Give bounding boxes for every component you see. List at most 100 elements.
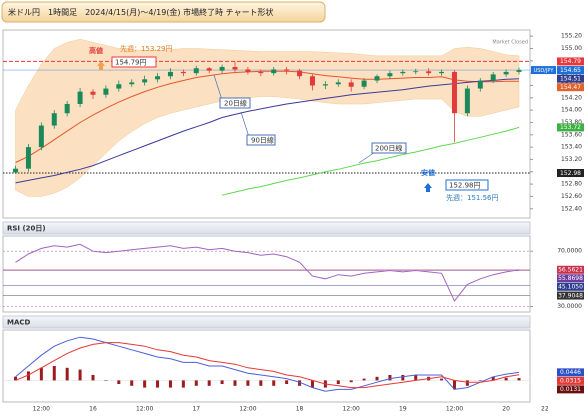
candle-body — [387, 73, 393, 77]
value-tag — [557, 123, 584, 132]
value-tag-label: 152.98 — [560, 170, 581, 177]
histogram-bar — [39, 367, 43, 381]
candle-body — [193, 68, 199, 74]
value-tag-label: 56.5621 — [558, 267, 583, 274]
value-tag-label: 154.79 — [560, 58, 581, 65]
up-arrow — [97, 61, 105, 70]
histogram-bar — [349, 380, 353, 383]
histogram-bar — [362, 378, 366, 381]
candle-body — [51, 113, 57, 126]
symbol-label: USD/JPY — [534, 68, 555, 74]
value-tag — [557, 282, 584, 291]
value-tag — [557, 83, 584, 92]
title-box — [1, 1, 326, 23]
candle-body — [90, 91, 96, 95]
candle-body — [439, 71, 445, 74]
histogram-bar — [14, 376, 18, 381]
y-tick-label: 153.40 — [561, 144, 582, 151]
high-value: 154.79円 — [115, 59, 147, 67]
histogram-bar — [91, 375, 95, 381]
value-tag — [557, 66, 584, 75]
candle-body — [426, 71, 432, 74]
histogram-bar — [504, 377, 508, 381]
ma200-label: 200日線 — [375, 144, 402, 153]
x-tick-label: 12:00 — [343, 406, 360, 413]
candle-body — [180, 71, 186, 74]
candle-body — [490, 74, 496, 81]
candle-body — [64, 103, 70, 114]
candle-body — [25, 147, 31, 169]
series-line — [15, 70, 519, 163]
candle-body — [400, 71, 406, 74]
histogram-bar — [388, 375, 392, 381]
value-tag-label: 153.72 — [560, 124, 581, 131]
candle-body — [309, 76, 315, 86]
plot-area — [3, 336, 530, 392]
candle-body — [245, 69, 251, 72]
value-tag-label: 0.0315 — [560, 378, 581, 385]
rsi-title: RSI (20日) — [7, 225, 46, 233]
value-tag — [557, 74, 584, 83]
histogram-bar — [143, 380, 147, 388]
series-line — [15, 336, 520, 392]
y-tick-label: 153.20 — [561, 156, 582, 163]
value-tag-label: 154.65 — [560, 67, 581, 74]
high-label: 高値 — [89, 46, 103, 55]
x-tick-label: 12:00 — [446, 406, 463, 413]
macd-title: MACD — [7, 319, 31, 327]
histogram-bar — [104, 380, 108, 381]
candle-body — [167, 71, 173, 77]
symbol-tag — [531, 66, 556, 75]
histogram-bar — [375, 376, 379, 381]
high-box — [111, 56, 157, 68]
y-tick-label: 152.60 — [561, 193, 582, 200]
series-line — [221, 126, 520, 196]
histogram-bar — [285, 380, 289, 384]
ma20-label: 20日線 — [224, 99, 247, 108]
candle-body — [516, 70, 522, 72]
x-tick-label: 20 — [502, 406, 510, 413]
x-tick-label: 16 — [89, 406, 97, 413]
series-line — [15, 78, 520, 184]
histogram-bar — [272, 380, 276, 386]
y-tick-label: 153.80 — [561, 119, 582, 126]
candle-body — [413, 71, 419, 73]
histogram-bar — [181, 380, 185, 388]
y-tick-label: 70.0000 — [557, 248, 582, 255]
x-tick-label: 17 — [192, 406, 200, 413]
candle-body — [451, 71, 457, 114]
y-tick-label: 153.60 — [561, 131, 582, 138]
candle-body — [503, 71, 509, 75]
y-tick-label: 152.40 — [561, 205, 582, 212]
histogram-bar — [52, 366, 56, 381]
histogram-bar — [78, 369, 82, 381]
value-tag — [557, 376, 584, 385]
x-tick-label: 18 — [296, 406, 304, 413]
histogram-bar — [65, 367, 69, 381]
candle-body — [284, 69, 290, 71]
candle-body — [103, 88, 109, 95]
ma90-box — [246, 134, 276, 146]
histogram-bar — [336, 380, 340, 384]
up-arrow — [424, 183, 432, 192]
value-tag — [557, 385, 584, 394]
x-tick-label: 12:00 — [239, 406, 256, 413]
value-tag — [557, 57, 584, 66]
value-tag-label: 154.51 — [560, 75, 581, 82]
low-value: 152.98円 — [449, 182, 481, 190]
candle-body — [477, 80, 483, 89]
chart-title: 米ドル円 1時間足 2024/4/15(月)～4/19(金) 市場終了時 チャー… — [8, 7, 274, 17]
candle-body — [13, 168, 19, 173]
candle-body — [348, 82, 354, 87]
candle-body — [77, 91, 83, 104]
rsi-header — [2, 221, 531, 235]
histogram-bar — [220, 380, 224, 384]
histogram-bar — [452, 380, 456, 390]
x-tick-label: 22 — [541, 406, 549, 413]
value-tag — [557, 291, 584, 300]
last-week-high: 先週：153.29円 — [120, 44, 173, 53]
low-label: 安値 — [421, 168, 435, 177]
connector — [358, 151, 376, 164]
histogram-bar — [491, 376, 495, 381]
